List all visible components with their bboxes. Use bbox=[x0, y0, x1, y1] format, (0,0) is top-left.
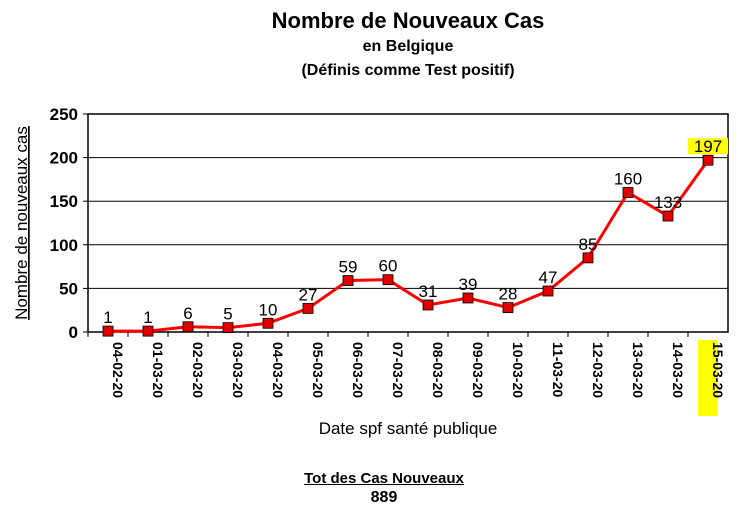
data-label: 39 bbox=[459, 275, 478, 294]
data-label: 5 bbox=[223, 305, 232, 324]
chart-title: Nombre de Nouveaux Cas bbox=[271, 8, 545, 33]
data-point bbox=[382, 274, 394, 286]
data-point bbox=[462, 292, 474, 304]
x-tick-label: 13-03-20 bbox=[630, 342, 646, 398]
x-tick-label: 12-03-20 bbox=[590, 342, 606, 398]
plot-frame bbox=[87, 113, 729, 333]
y-tick-label: 100 bbox=[50, 236, 78, 255]
x-tick-label: 01-03-20 bbox=[150, 342, 166, 398]
data-label: 197 bbox=[694, 137, 722, 156]
data-label: 28 bbox=[499, 285, 518, 304]
y-axis-ticks: 0 50 100 150 200 250 bbox=[50, 105, 88, 342]
x-tick-label: 07-03-20 bbox=[390, 342, 406, 398]
x-tick-label: 08-03-20 bbox=[430, 342, 446, 398]
data-point bbox=[262, 317, 274, 329]
data-label: 59 bbox=[339, 258, 358, 277]
x-axis-label: Date spf santé publique bbox=[319, 419, 498, 438]
y-tick-label: 200 bbox=[50, 149, 78, 168]
data-point bbox=[662, 210, 674, 222]
data-point bbox=[702, 154, 714, 166]
y-tick-label: 0 bbox=[69, 323, 78, 342]
data-label: 6 bbox=[183, 304, 192, 323]
x-tick-label: 03-03-20 bbox=[230, 342, 246, 398]
data-point bbox=[222, 322, 234, 334]
data-label: 133 bbox=[654, 193, 682, 212]
data-point bbox=[422, 299, 434, 311]
data-label: 85 bbox=[579, 235, 598, 254]
x-tick-label: 10-03-20 bbox=[510, 342, 526, 398]
data-point bbox=[102, 325, 114, 337]
data-label: 1 bbox=[143, 308, 152, 327]
chart-subtitle: en Belgique bbox=[362, 38, 454, 55]
data-label: 1 bbox=[103, 308, 112, 327]
data-label: 60 bbox=[379, 257, 398, 276]
data-point bbox=[542, 285, 554, 297]
x-tick-label: 04-02-20 bbox=[110, 342, 126, 398]
data-labels: 1 1 6 5 10 27 59 60 31 39 28 47 85 160 133 197 bbox=[103, 137, 728, 327]
data-point bbox=[582, 252, 594, 264]
data-label: 27 bbox=[299, 285, 318, 304]
data-point bbox=[142, 325, 154, 337]
y-axis-label: Nombre de nouveaux cas bbox=[12, 126, 31, 320]
chart-subtitle-definition: (Définis comme Test positif) bbox=[301, 62, 515, 79]
highlight-x-label-bg bbox=[698, 340, 718, 416]
x-tick-label: 06-03-20 bbox=[350, 342, 366, 398]
x-tick-label: 02-03-20 bbox=[190, 342, 206, 398]
data-label: 31 bbox=[419, 282, 438, 301]
data-point bbox=[182, 321, 194, 333]
x-tick-label: 11-03-20 bbox=[550, 342, 566, 397]
x-axis-ticks: 04-02-20 01-03-20 02-03-20 03-03-20 04-03-20… bbox=[87, 332, 726, 416]
x-tick-label: 09-03-20 bbox=[470, 342, 486, 398]
x-tick-label: 14-03-20 bbox=[670, 342, 686, 398]
y-tick-label: 150 bbox=[50, 192, 78, 211]
y-tick-label: 50 bbox=[59, 279, 78, 298]
highlight-data-label-bg bbox=[688, 138, 728, 155]
total-value: 889 bbox=[370, 489, 398, 506]
data-point bbox=[302, 303, 314, 314]
data-label: 10 bbox=[259, 300, 278, 319]
data-markers bbox=[102, 154, 714, 337]
x-tick-label: 15-03-20 bbox=[710, 342, 726, 398]
x-tick-label: 04-03-20 bbox=[270, 342, 286, 398]
data-point bbox=[502, 302, 514, 313]
data-label: 47 bbox=[539, 268, 558, 287]
line-chart: 0 50 100 150 200 250 04-02-20 01-03-20 02-03-20… bbox=[12, 105, 729, 438]
total-label: Tot des Cas Nouveaux bbox=[304, 470, 464, 487]
data-point bbox=[622, 187, 634, 198]
data-label: 160 bbox=[614, 169, 642, 188]
y-tick-label: 250 bbox=[50, 105, 78, 124]
x-tick-label: 05-03-20 bbox=[310, 342, 326, 398]
data-point bbox=[342, 275, 354, 286]
series-line bbox=[108, 159, 710, 333]
